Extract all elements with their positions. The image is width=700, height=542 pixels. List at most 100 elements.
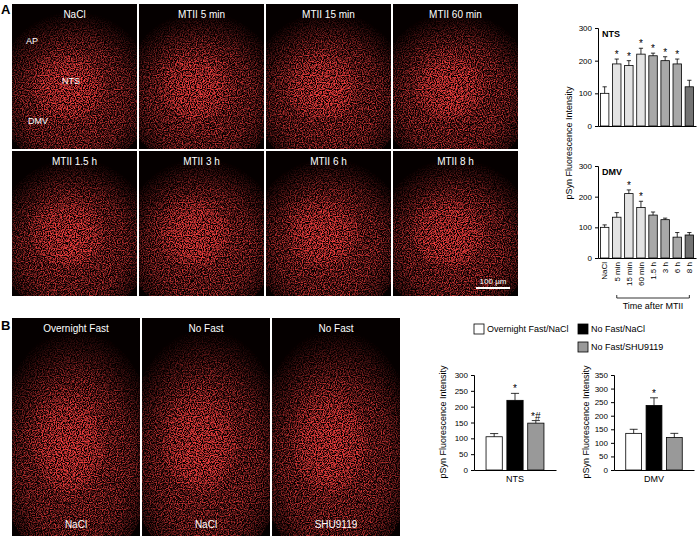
- error-bar: [663, 218, 667, 220]
- tick-mark: [611, 456, 614, 457]
- legend-label: No Fast/SHU9119: [591, 342, 663, 352]
- tick: 100: [579, 89, 598, 98]
- tissue-core: [412, 195, 487, 268]
- error-bar-stem: [494, 434, 495, 437]
- axis-line: [595, 29, 599, 127]
- axis-line: [475, 470, 557, 471]
- tick-label: 300: [455, 371, 469, 380]
- tick: 0: [464, 466, 474, 475]
- tick-label: 100: [595, 439, 609, 448]
- tick-label: 0: [464, 466, 469, 475]
- tissue-core: [31, 383, 108, 492]
- tick-label: 250: [455, 387, 469, 396]
- micrograph-label: MTII 3 h: [183, 156, 220, 167]
- tick-mark: [595, 61, 598, 62]
- micrograph-label: No Fast: [188, 323, 223, 334]
- legend-swatch: [578, 324, 588, 334]
- tick: 15 min: [625, 258, 634, 286]
- tick-mark: [611, 429, 614, 430]
- tick-label: 100: [579, 223, 593, 232]
- y-axis: 050100150200250300350: [595, 371, 615, 475]
- tick-mark: [471, 407, 474, 408]
- y-axis-title: pSyn Fluorescence Intensity: [581, 365, 591, 479]
- tissue: [393, 11, 518, 149]
- chart: *050100150200250300350DMVpSyn Fluorescen…: [581, 365, 695, 484]
- tick-label: 3 h: [661, 262, 670, 273]
- tissue: [12, 11, 137, 149]
- tick-label: 0: [588, 122, 593, 131]
- micrograph-label: NTS: [62, 76, 80, 86]
- tissue: [272, 329, 400, 536]
- tick-mark: [611, 416, 614, 417]
- tick: 0: [588, 122, 598, 131]
- tick: 100: [455, 434, 474, 443]
- axis-line: [615, 470, 695, 471]
- tick-label: 50: [599, 452, 608, 461]
- error-bar-cap: [603, 224, 607, 225]
- tick-label: NaCl: [600, 262, 609, 280]
- tick: 350: [595, 371, 614, 380]
- tick-label: 200: [595, 412, 609, 421]
- tissue-core: [285, 195, 360, 268]
- chart: **#050100150200250300NTSpSyn Fluorescenc…: [438, 365, 557, 484]
- error-bar-cap: [603, 86, 607, 87]
- bar: [646, 405, 662, 470]
- annotation: *: [627, 180, 631, 191]
- annotation: *#: [531, 411, 541, 422]
- tick: 50: [599, 452, 614, 461]
- bar: [507, 400, 523, 470]
- tick-label: 0: [588, 254, 593, 263]
- micrograph-label: MTII 60 min: [429, 9, 482, 20]
- micrograph-label: 100 µm: [480, 277, 507, 286]
- tick-mark: [471, 438, 474, 439]
- y-axis-title: pSyn Fluorescence Intensity: [438, 365, 448, 479]
- tissue: [12, 158, 137, 296]
- error-bar-cap: [675, 232, 679, 233]
- error-bar: [650, 398, 658, 406]
- legend: Overnight Fast/NaClNo Fast/NaClNo Fast/S…: [474, 324, 663, 352]
- tick: 250: [455, 387, 474, 396]
- tissue: [266, 158, 391, 296]
- error-bar: [675, 233, 679, 238]
- tick: 0: [604, 466, 614, 475]
- tick-mark: [595, 93, 598, 94]
- tick-mark: [471, 391, 474, 392]
- bar: [649, 215, 657, 258]
- tick: 300: [579, 24, 598, 33]
- legend-label: Overnight Fast/NaCl: [487, 324, 569, 334]
- tick-mark: [611, 402, 614, 403]
- micrograph: [266, 151, 391, 296]
- tick-mark: [471, 375, 474, 376]
- bar: [637, 54, 645, 126]
- annotation: *: [663, 47, 667, 58]
- chart: ******0100200300NTSpSyn Fluorescence Int…: [564, 24, 697, 199]
- panel-letter: A: [1, 2, 11, 17]
- error-bar-cap: [670, 433, 678, 434]
- tick: 100: [595, 439, 614, 448]
- axis-line: [595, 167, 599, 259]
- micrograph-label: NaCl: [63, 9, 85, 20]
- bar: [625, 194, 633, 258]
- chart-title: DMV: [602, 167, 622, 177]
- micrograph-label: MTII 6 h: [310, 156, 347, 167]
- tick-label: 300: [595, 385, 609, 394]
- bracket: [617, 295, 690, 298]
- tick-label: 350: [595, 371, 609, 380]
- tick-label: 300: [579, 24, 593, 33]
- error-bar-stem: [653, 212, 654, 215]
- tick-mark: [595, 126, 598, 127]
- micrograph: [12, 4, 137, 149]
- error-bar-cap: [651, 212, 655, 213]
- tick: 300: [579, 162, 598, 171]
- y-axis: 0100200300: [579, 24, 599, 131]
- x-axis: NTS: [475, 470, 557, 484]
- tick-label: 60 min: [637, 262, 646, 286]
- micrograph-label: AP: [26, 36, 38, 46]
- error-bar-cap: [615, 212, 619, 213]
- micrograph-label: MTII 15 min: [302, 9, 355, 20]
- micrograph: [393, 151, 518, 296]
- tick: NaCl: [600, 258, 609, 280]
- plot-area: [600, 48, 693, 126]
- tick-mark: [611, 375, 614, 376]
- error-bar-stem: [689, 80, 690, 87]
